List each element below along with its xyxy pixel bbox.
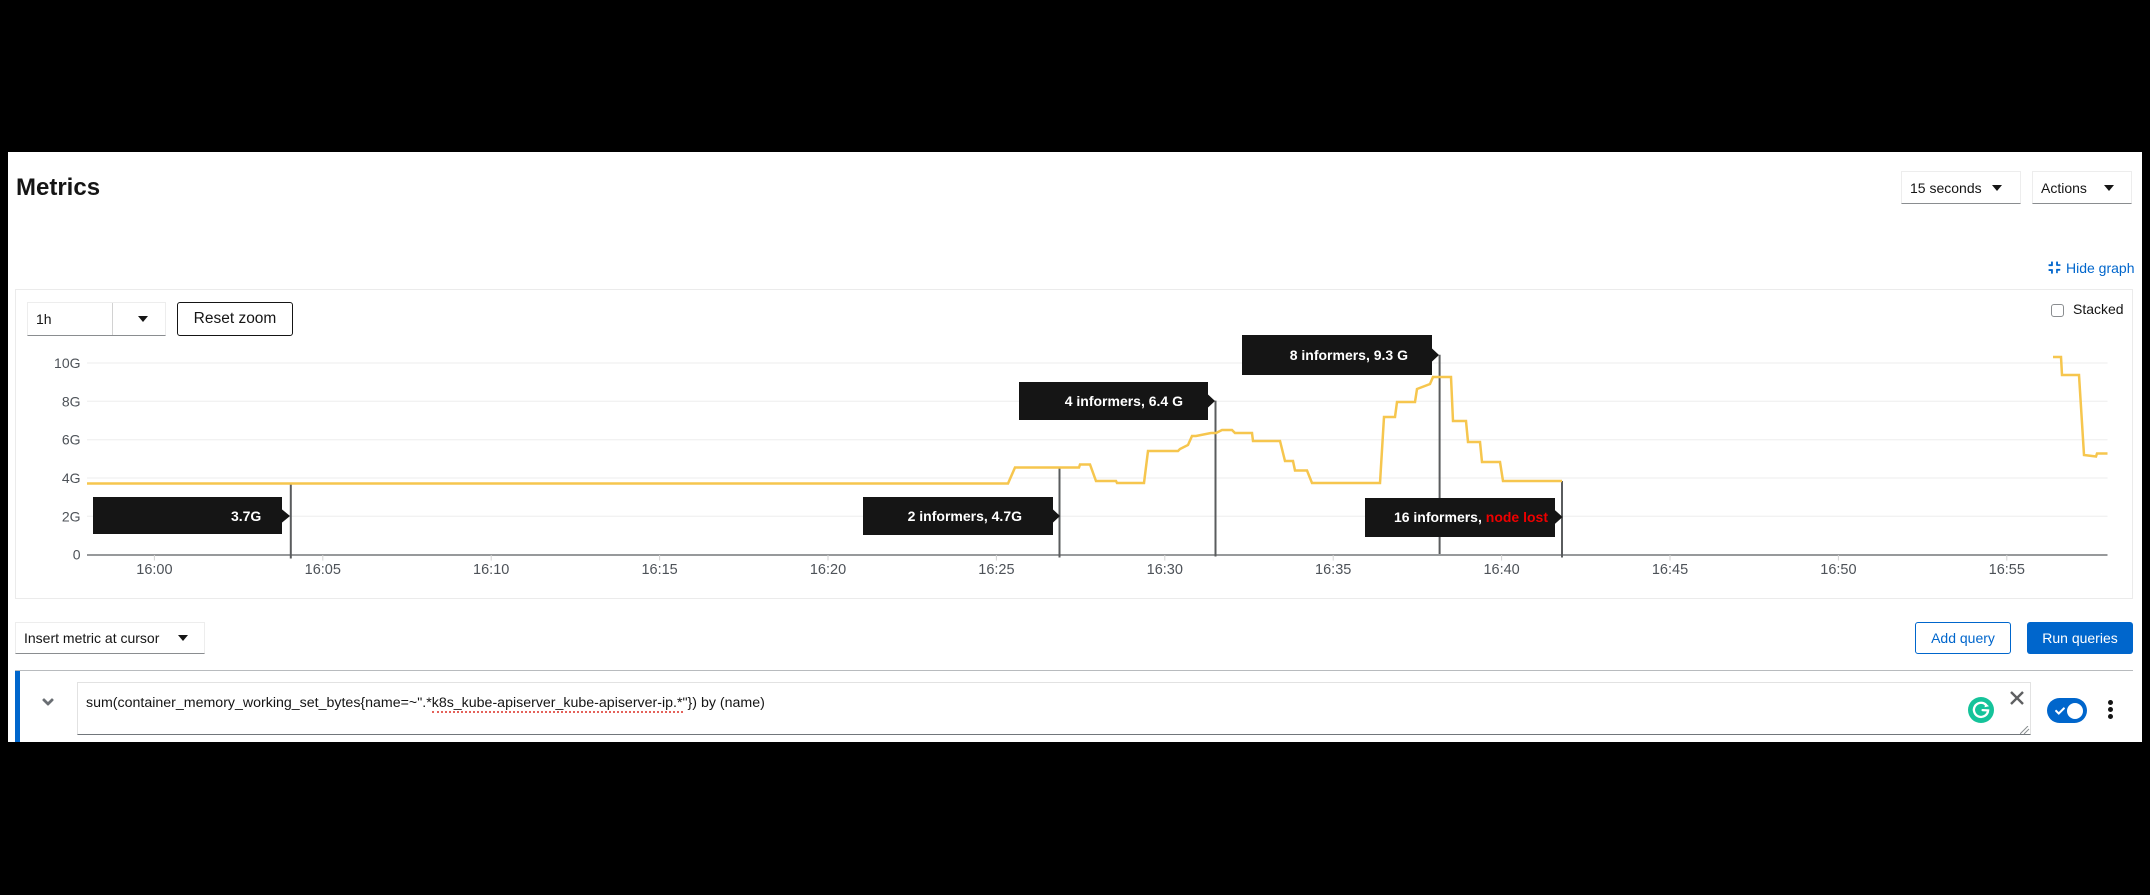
svg-text:16:50: 16:50 (1820, 562, 1856, 578)
svg-text:16:00: 16:00 (136, 562, 172, 578)
svg-text:16:15: 16:15 (641, 562, 677, 578)
svg-text:16:55: 16:55 (1989, 562, 2025, 578)
svg-text:16:35: 16:35 (1315, 562, 1351, 578)
svg-text:16:30: 16:30 (1147, 562, 1183, 578)
svg-text:8G: 8G (62, 393, 81, 409)
svg-text:16:25: 16:25 (978, 562, 1014, 578)
svg-text:4G: 4G (62, 470, 81, 486)
svg-text:2G: 2G (62, 508, 81, 524)
svg-text:16:05: 16:05 (305, 562, 341, 578)
svg-text:16:10: 16:10 (473, 562, 509, 578)
svg-text:6G: 6G (62, 432, 81, 448)
svg-text:16:45: 16:45 (1652, 562, 1688, 578)
svg-text:10G: 10G (54, 355, 80, 371)
svg-text:16:40: 16:40 (1483, 562, 1519, 578)
svg-text:0: 0 (73, 547, 81, 563)
svg-text:16:20: 16:20 (810, 562, 846, 578)
